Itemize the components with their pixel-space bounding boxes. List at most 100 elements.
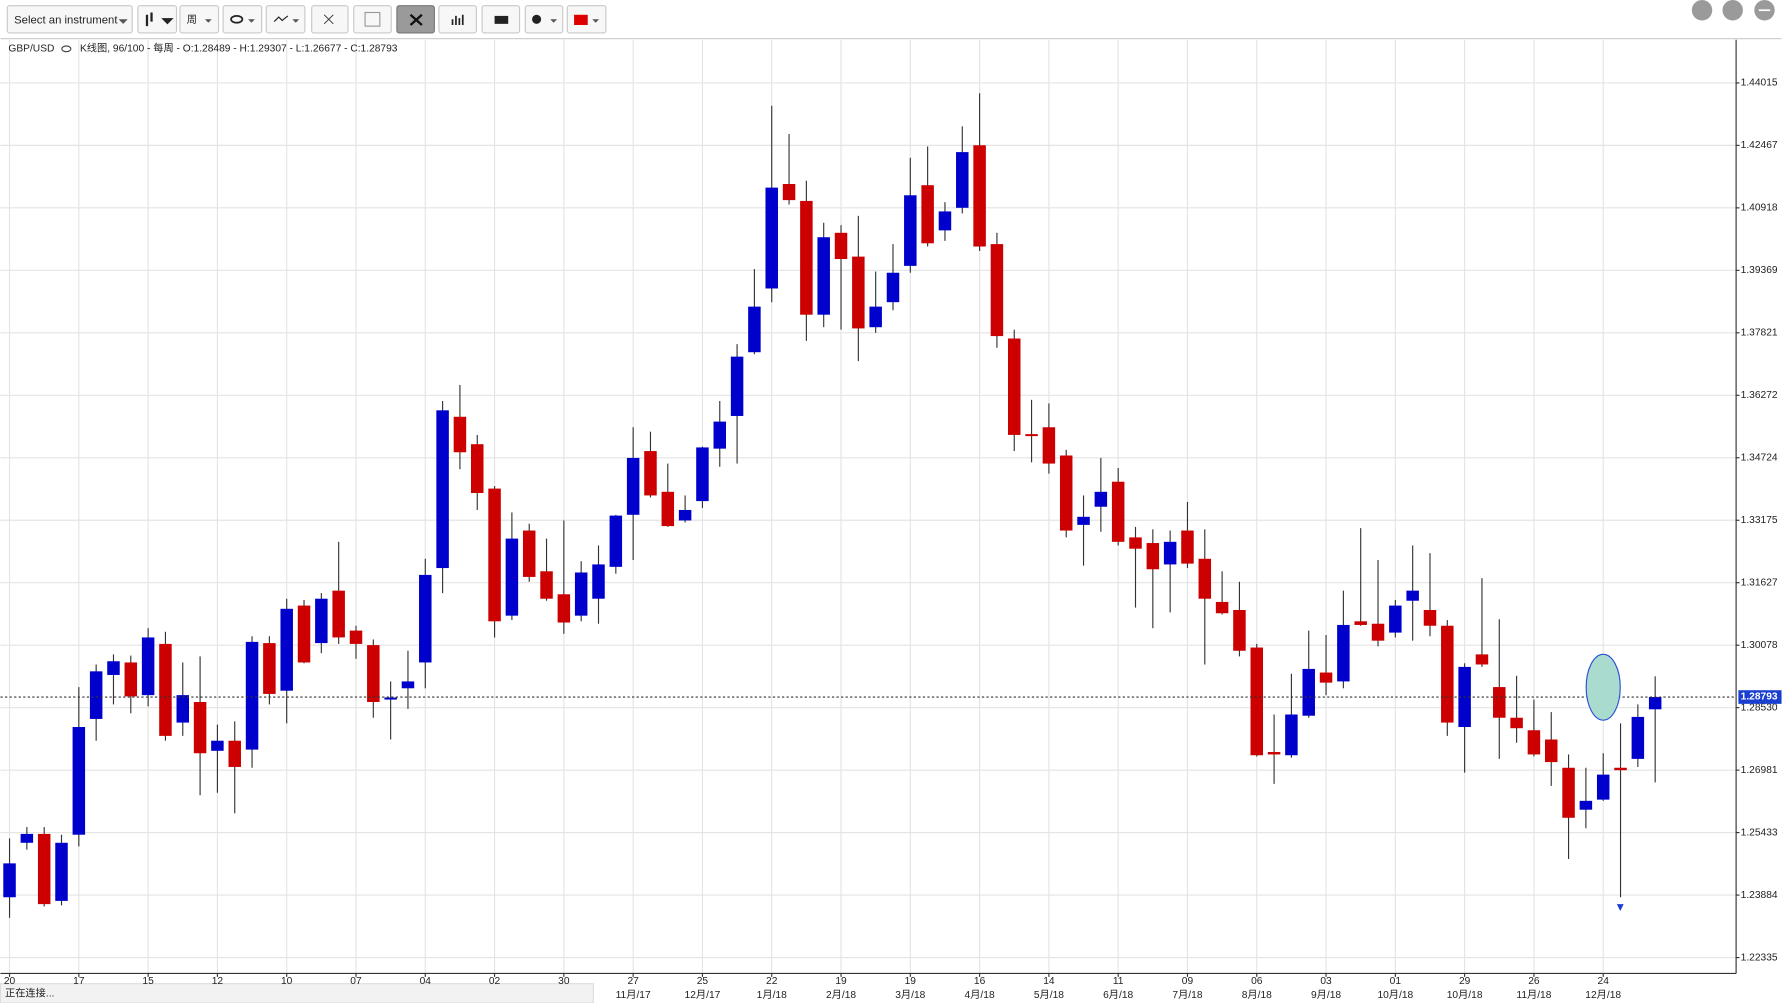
x-tick-sublabel: 6月/18 [1103,989,1133,1001]
y-tick-label: 1.44015 [1741,78,1778,89]
y-tick-label: 1.39369 [1741,265,1778,276]
icon [574,14,588,25]
candle-body [1077,516,1090,525]
pin-button[interactable] [1722,0,1743,21]
dropdown-arrow [118,19,128,24]
candle-body [1389,605,1402,633]
icon [323,14,334,25]
candle-body [921,185,934,244]
candle-body [1510,717,1523,729]
candle-body [488,488,501,622]
x-tick-label: 15 [142,976,154,987]
candle-body [384,697,397,700]
x-tick-sublabel: 10月/18 [1377,989,1413,1001]
candle-body [886,272,900,303]
annotation-ellipse [1585,653,1621,721]
candle-body [869,306,882,328]
candle-body [1111,481,1125,542]
y-tick-label: 1.22335 [1741,952,1778,963]
candle-body [1146,543,1160,570]
candle-body [1198,558,1212,599]
icon [145,12,174,27]
candle-body [401,681,415,689]
candle-body [315,598,328,644]
icon [364,11,381,27]
x-tick-sublabel: 12月/18 [1585,989,1621,1001]
x-tick-label: 09 [1182,976,1194,987]
status-text: 正在连接... [5,987,54,1000]
candle-body [297,605,311,663]
candle-body [1423,610,1437,626]
candle-body [453,416,467,453]
candle-body [540,571,553,599]
instrument-select[interactable] [6,5,133,34]
candle-body [1493,687,1506,718]
x-tick-label: 19 [905,976,917,987]
candle-body [661,491,675,527]
candle-body [211,740,224,751]
candle-body [557,594,571,623]
candle-body [1475,654,1489,665]
x-tick-label: 11 [1113,976,1124,987]
candle-body [332,590,345,638]
clear-button[interactable] [311,5,349,34]
indicator-button[interactable] [265,5,306,34]
y-tick-label: 1.42467 [1741,140,1778,151]
candle-body [1371,623,1385,641]
candle-body [1285,714,1298,756]
y-tick-label: 1.37821 [1741,328,1778,339]
candle-body [1596,774,1610,800]
candle-body [1181,530,1194,564]
candle-body [574,572,588,616]
candle-body [765,187,778,289]
candle-body [72,727,86,835]
candle-body [1094,491,1108,507]
x-tick-label: 22 [766,976,778,987]
toolbar: Select an instrument 周 [0,0,1782,40]
candle-body [419,574,432,663]
icon [409,13,423,26]
x-tick-label: 27 [627,976,639,987]
last-price-box [1738,690,1782,704]
candle-body [37,833,51,905]
shop-button[interactable] [1691,0,1713,21]
y-tick-label: 1.33175 [1741,515,1778,526]
candle-body [263,643,276,694]
candle-body [1267,752,1281,755]
x-tick-sublabel: 9月/18 [1311,989,1341,1001]
plot [0,39,1740,977]
candle-body [938,211,952,231]
layout-button[interactable] [353,5,392,34]
candle-body [1354,621,1367,625]
candle-body [592,564,605,599]
x-tick-sublabel: 5月/18 [1034,989,1064,1001]
candle-body [3,863,16,898]
candle-body [436,410,449,569]
candle-body [1302,668,1315,716]
x-tick-label: 16 [974,976,986,987]
candle-body [1337,624,1350,682]
settings-button[interactable] [524,5,564,34]
candle-body [505,538,519,616]
x-tick-sublabel: 1月/18 [757,989,787,1001]
period-button[interactable] [179,5,220,34]
volume-button[interactable] [438,5,477,34]
candle-body [349,630,363,644]
candle-body [1406,590,1419,601]
candle-body [1233,610,1246,651]
candle-body [1129,537,1142,549]
candle-body [176,695,190,723]
candle-body [1527,730,1541,755]
candle-body [1614,767,1627,771]
candle-body [713,421,727,449]
candle-body [1544,739,1558,763]
candle-body [904,195,917,266]
annotation-arrow [1616,904,1624,911]
x-tick-label: 03 [1320,976,1332,987]
candle-body [1562,767,1575,818]
candle-body [1007,338,1021,435]
x-tick-label: 19 [835,976,847,987]
icon [592,19,600,23]
